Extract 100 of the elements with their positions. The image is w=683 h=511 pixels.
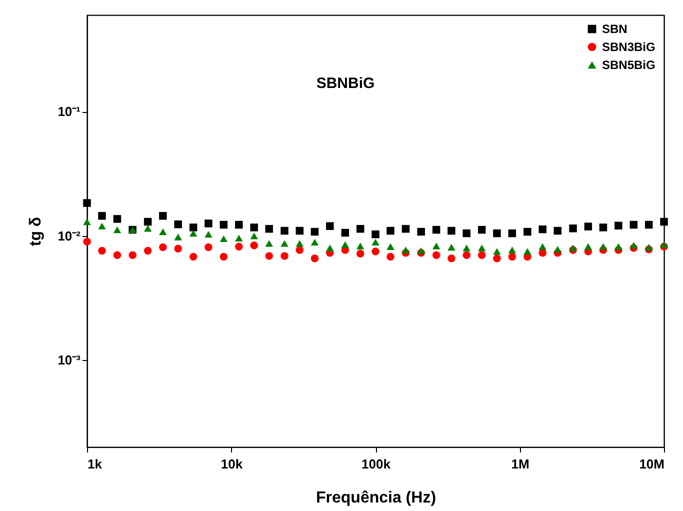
point <box>372 230 380 238</box>
point <box>554 246 562 253</box>
point <box>159 243 167 252</box>
point <box>250 241 258 250</box>
point <box>326 222 334 230</box>
point <box>159 228 167 236</box>
point <box>174 220 182 228</box>
point <box>614 222 622 230</box>
point <box>265 224 273 233</box>
point <box>448 226 456 235</box>
point <box>83 218 91 226</box>
point <box>265 240 273 247</box>
point <box>478 244 486 252</box>
point <box>204 243 212 252</box>
point <box>204 220 212 228</box>
point <box>310 228 319 236</box>
point <box>159 212 167 220</box>
point <box>326 244 334 252</box>
point <box>250 232 258 240</box>
point <box>113 226 122 234</box>
point <box>83 238 91 246</box>
point <box>189 252 198 261</box>
point <box>310 238 319 246</box>
point <box>448 254 456 262</box>
point <box>113 215 122 223</box>
point <box>508 229 516 238</box>
point <box>402 246 410 254</box>
point <box>493 254 501 262</box>
point <box>584 243 592 250</box>
point <box>235 234 243 242</box>
legend-label: SBN <box>602 22 628 36</box>
point <box>296 240 304 247</box>
point <box>296 246 304 254</box>
point <box>660 218 668 226</box>
point <box>356 250 364 258</box>
point <box>432 242 440 250</box>
point <box>341 228 350 237</box>
point <box>478 226 486 234</box>
point <box>372 238 380 246</box>
point <box>614 243 622 250</box>
x-axis-title: Frequência (Hz) <box>316 490 436 506</box>
x-tick-label: 10k <box>220 456 244 472</box>
point <box>524 248 532 255</box>
point <box>508 252 516 261</box>
point <box>98 222 106 230</box>
point <box>493 229 501 238</box>
point <box>432 226 440 234</box>
point <box>220 252 228 261</box>
point <box>417 247 425 254</box>
point <box>144 218 152 226</box>
point <box>386 243 394 250</box>
point <box>569 244 577 252</box>
point <box>204 230 212 238</box>
point <box>144 225 152 232</box>
point <box>356 242 364 250</box>
text: SBNBiG <box>316 75 375 92</box>
point <box>265 252 273 260</box>
point <box>220 220 228 229</box>
point <box>478 251 486 260</box>
point <box>462 251 470 260</box>
point <box>508 246 516 254</box>
point <box>174 244 182 253</box>
point <box>448 244 456 251</box>
point <box>644 244 653 251</box>
point <box>584 222 592 230</box>
point <box>386 226 394 235</box>
point <box>538 249 546 257</box>
x-tick-label: 100k <box>362 456 392 472</box>
point <box>235 242 243 250</box>
point <box>280 240 288 247</box>
point <box>462 244 470 252</box>
y-tick-label: 10⁻² <box>58 228 82 244</box>
point <box>280 252 288 260</box>
point <box>538 225 546 234</box>
point <box>235 220 243 229</box>
point <box>310 254 319 262</box>
point <box>356 224 364 233</box>
y-tick-label: 10⁻¹ <box>58 104 80 120</box>
x-tick-label: 10M <box>639 456 664 472</box>
x-tick-label: 1k <box>88 456 103 472</box>
point <box>250 224 258 232</box>
point <box>644 220 653 229</box>
point <box>174 234 182 240</box>
point <box>402 224 410 233</box>
point <box>128 251 136 260</box>
point <box>386 252 394 261</box>
point <box>524 228 532 236</box>
legend-label: SBN3BiG <box>602 40 656 54</box>
x-tick-label: 1M <box>511 456 530 472</box>
point <box>538 243 546 250</box>
legend-label: SBN5BiG <box>602 58 656 72</box>
y-tick-label: 10⁻³ <box>58 352 82 368</box>
point <box>554 226 562 235</box>
point <box>341 241 350 248</box>
point <box>599 243 608 250</box>
point <box>569 224 577 232</box>
point <box>296 226 304 235</box>
point <box>144 246 152 255</box>
y-axis-title: tg δ <box>28 216 45 246</box>
point <box>417 228 425 236</box>
